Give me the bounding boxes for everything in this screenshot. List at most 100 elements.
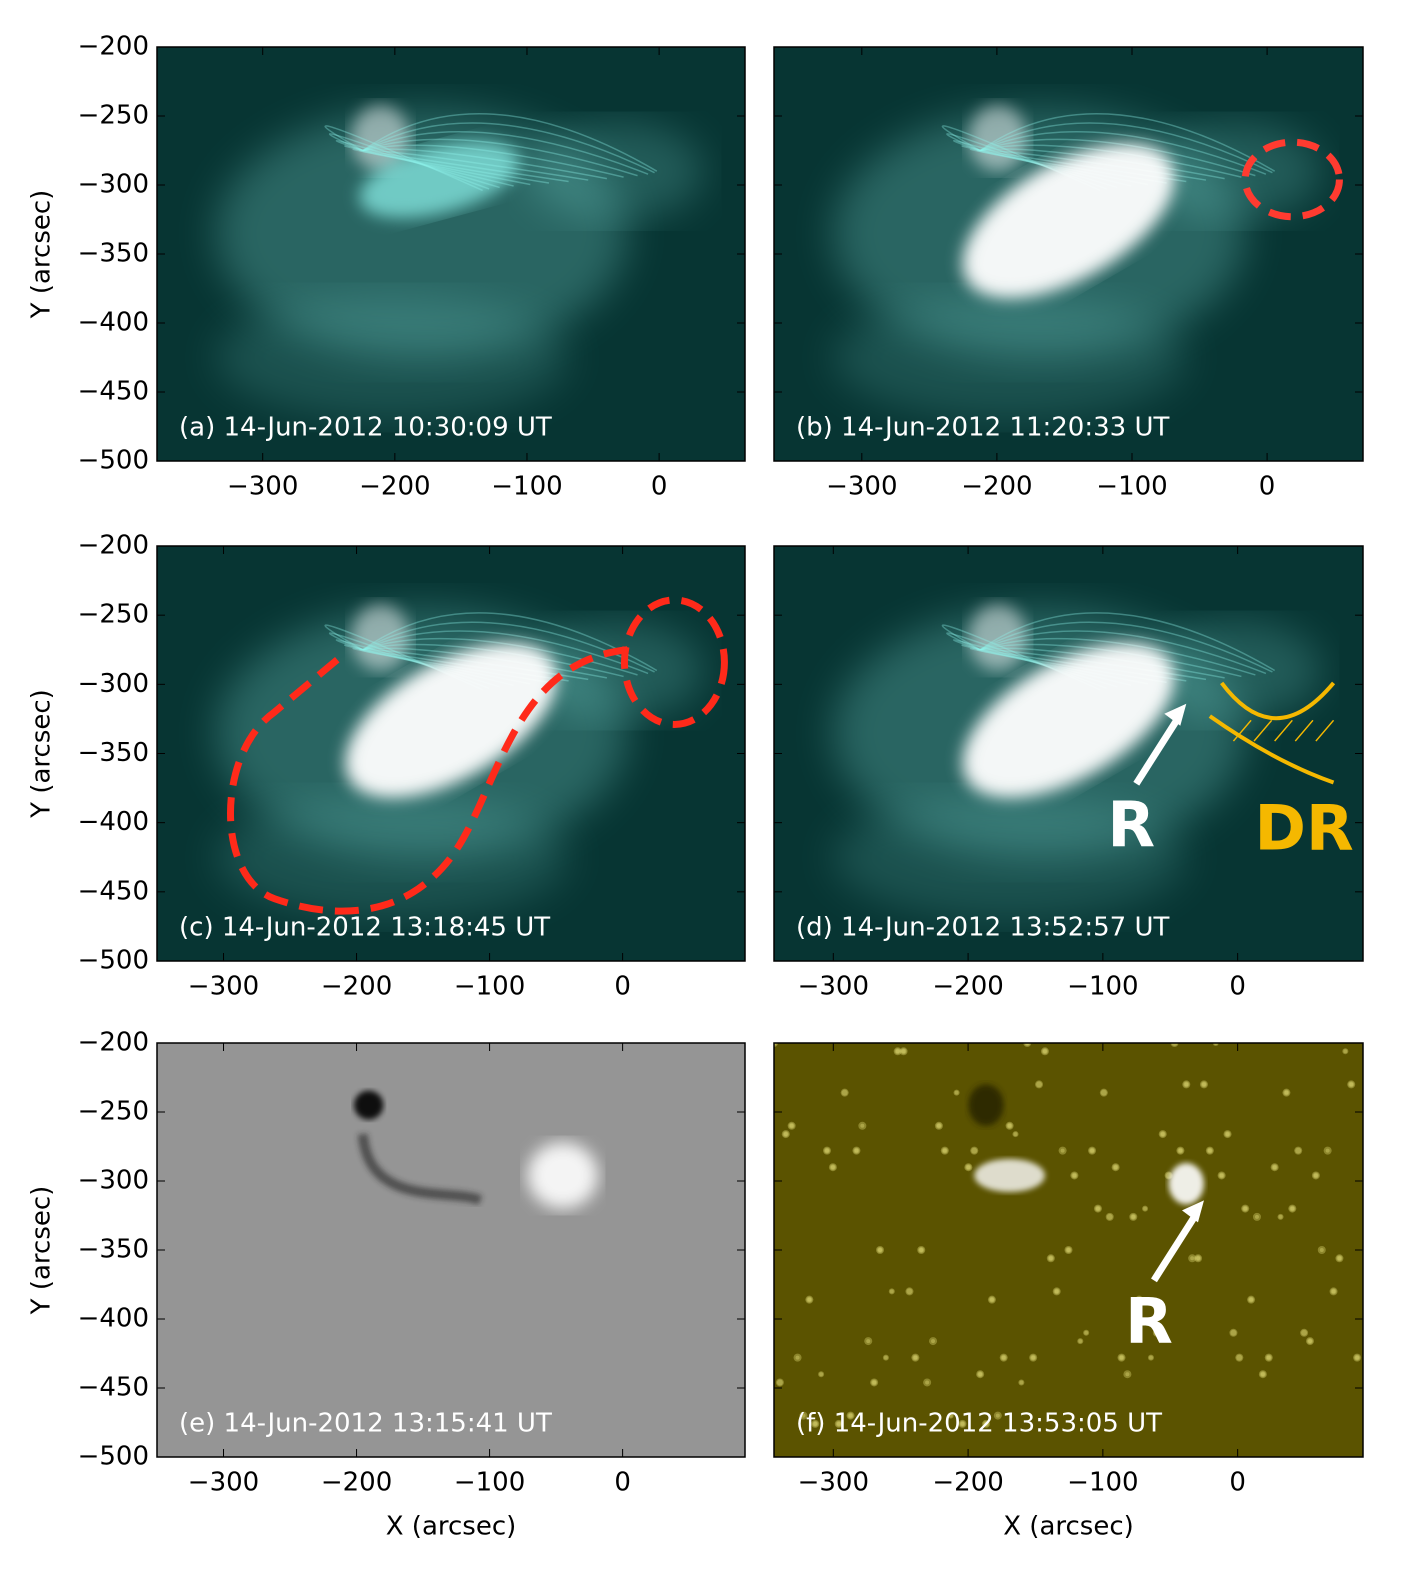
speckle [1041,1048,1048,1055]
speckle [1305,1337,1314,1346]
y-tick-label: −300 [78,170,149,200]
speckle [983,1420,990,1427]
speckle [1088,1146,1097,1155]
x-axis-label: X (arcsec) [386,1512,517,1542]
speckle [1311,1171,1320,1180]
speckle [936,1123,941,1128]
speckle [1264,1353,1273,1362]
speckle [966,1165,971,1170]
speckle [1294,1146,1303,1155]
panel-label: (e) 14-Jun-2012 13:15:41 UT [179,1409,552,1439]
image-feature [832,795,1187,920]
image-feature [357,1133,483,1206]
image-feature [215,295,569,420]
x-tick-label: −300 [188,1468,259,1498]
speckle [899,1047,908,1056]
image-feature [351,104,410,172]
speckle [1153,1329,1160,1336]
speckle [1289,1205,1296,1212]
image-feature [974,1158,1045,1193]
arrow-head [1164,703,1187,726]
x-tick-label: −200 [321,972,392,1002]
speckle [819,1372,824,1377]
loop [362,122,655,174]
y-tick-label: −450 [78,876,149,906]
speckle [1236,1354,1243,1361]
speckle [883,1355,888,1360]
x-tick-label: −300 [227,472,298,502]
speckle [894,1048,901,1055]
speckle [841,1089,848,1096]
speckle [1329,1287,1338,1296]
speckle [1077,1338,1084,1345]
speckle [1284,1090,1289,1095]
speckle [1099,1088,1108,1097]
speckle [1301,1329,1308,1336]
hatch [1294,719,1314,742]
speckle [1353,1353,1362,1362]
speckle [888,1288,895,1295]
speckle [1066,1248,1071,1252]
speckle [929,1337,938,1346]
speckle [1053,1288,1060,1295]
speckle [1335,1254,1344,1263]
speckle [954,1090,959,1095]
speckle [959,1420,966,1427]
x-tick-label: −100 [454,1468,525,1498]
x-tick-label: −100 [491,472,562,502]
loop [941,624,1101,691]
speckle [774,1043,778,1047]
x-tick-label: −200 [321,1468,392,1498]
speckle [1031,1355,1036,1360]
speckle [1048,1256,1053,1261]
speckle [1005,1121,1014,1130]
speckle [1118,1354,1125,1361]
speckle [795,1355,800,1360]
speckle [870,1378,879,1387]
speckle [1058,1146,1067,1155]
panel-label: (f) 14-Jun-2012 13:53:05 UT [796,1409,1162,1439]
speckle [1083,1329,1090,1336]
speckle [976,1370,985,1379]
speckle [858,1121,867,1130]
speckle [965,1164,972,1171]
speckle [1070,1171,1079,1180]
speckle [1254,1214,1259,1219]
loop [979,630,1267,675]
speckle [1190,1256,1195,1261]
hatch [1274,719,1293,742]
speckle [1160,1132,1165,1137]
speckle [1007,1123,1012,1128]
speckle [871,1379,878,1386]
speckle [806,1296,813,1303]
image-feature [832,295,1187,420]
speckle [872,1380,877,1385]
speckle [840,1088,849,1097]
speckle [982,1419,991,1428]
speckle [942,1148,947,1153]
speckle [775,1378,784,1387]
speckle [846,1411,855,1420]
speckle [1331,1289,1336,1294]
loop [979,643,1242,678]
speckle [984,1421,989,1426]
speckle [934,1121,943,1130]
speckle [1201,1082,1206,1087]
speckle [1040,1047,1049,1056]
panel-image [774,1043,1363,1457]
loop [979,138,1256,177]
speckle [1023,1043,1032,1047]
speckle [931,1339,936,1344]
speckle [1060,1148,1065,1153]
speckle [1249,1297,1254,1302]
speckle [866,1339,871,1344]
speckle [960,1421,965,1426]
x-tick-label: 0 [1229,972,1246,1002]
speckle [1348,1081,1355,1088]
x-tick-label: −300 [826,472,897,502]
x-tick-label: 0 [1259,472,1276,502]
speckle [1342,1048,1349,1055]
annotation-ellipse [620,596,728,728]
x-tick-label: −200 [932,1468,1003,1498]
speckle [977,1371,984,1378]
